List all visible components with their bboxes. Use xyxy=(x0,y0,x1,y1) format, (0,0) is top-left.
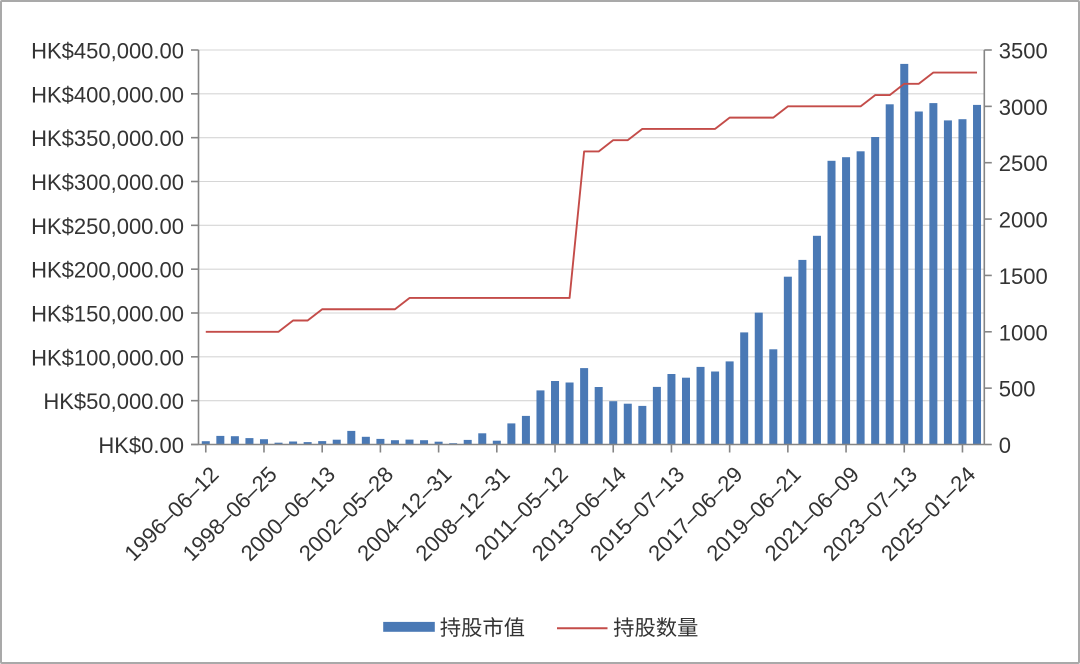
svg-text:500: 500 xyxy=(999,377,1036,402)
svg-text:1500: 1500 xyxy=(999,264,1048,289)
svg-text:HK$100,000.00: HK$100,000.00 xyxy=(31,345,184,370)
svg-text:HK$300,000.00: HK$300,000.00 xyxy=(31,170,184,195)
svg-text:HK$350,000.00: HK$350,000.00 xyxy=(31,126,184,151)
svg-text:HK$50,000.00: HK$50,000.00 xyxy=(43,389,184,414)
svg-text:HK$450,000.00: HK$450,000.00 xyxy=(31,39,184,64)
svg-text:3500: 3500 xyxy=(999,39,1048,64)
svg-text:2500: 2500 xyxy=(999,151,1048,176)
svg-text:HK$150,000.00: HK$150,000.00 xyxy=(31,302,184,327)
svg-text:HK$0.00: HK$0.00 xyxy=(98,433,184,458)
svg-text:3000: 3000 xyxy=(999,95,1048,120)
svg-text:1000: 1000 xyxy=(999,320,1048,345)
svg-text:HK$250,000.00: HK$250,000.00 xyxy=(31,214,184,239)
svg-text:0: 0 xyxy=(999,433,1011,458)
svg-text:HK$200,000.00: HK$200,000.00 xyxy=(31,258,184,283)
svg-text:HK$400,000.00: HK$400,000.00 xyxy=(31,82,184,107)
svg-text:2000: 2000 xyxy=(999,208,1048,233)
